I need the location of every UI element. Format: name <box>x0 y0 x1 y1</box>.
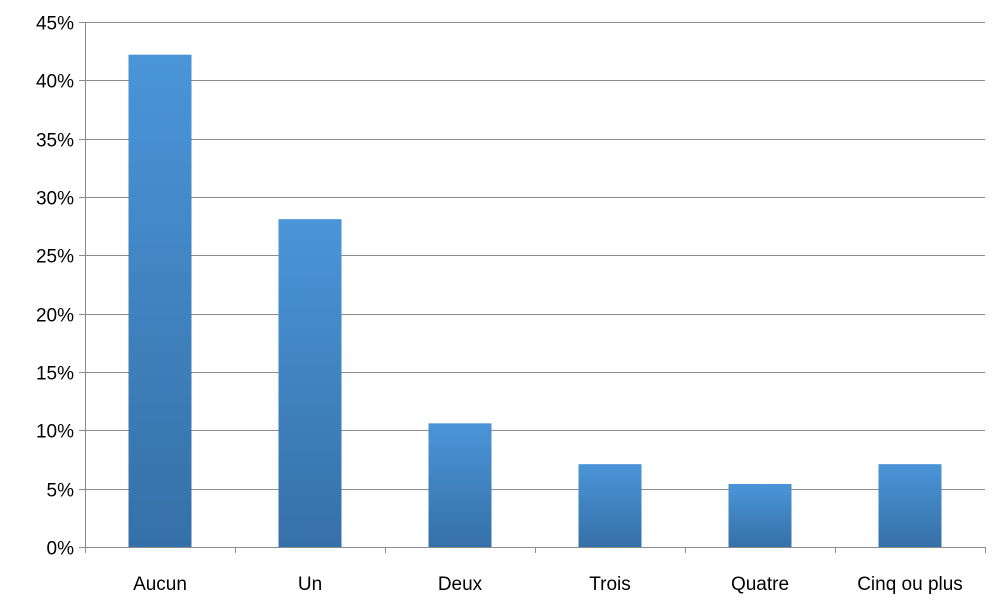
bar <box>128 54 192 548</box>
y-tick-label: 5% <box>47 481 75 502</box>
x-axis <box>85 547 986 553</box>
x-tick-label: Un <box>298 574 322 595</box>
bar <box>428 423 492 547</box>
bar <box>878 464 942 547</box>
y-tick-label: 35% <box>36 131 74 152</box>
x-tick-label: Quatre <box>731 574 789 595</box>
x-tick-label: Trois <box>589 574 631 595</box>
y-tick-label: 0% <box>47 539 75 560</box>
x-tick-label: Cinq ou plus <box>857 574 963 595</box>
x-tick-label: Aucun <box>133 574 187 595</box>
x-tick-label: Deux <box>438 574 483 595</box>
y-axis-tick-labels: 0% 5% 10% 15% 20% 25% 30% 35% 40% 45% <box>36 14 74 560</box>
y-tick-label: 10% <box>36 422 74 443</box>
y-tick-label: 15% <box>36 364 74 385</box>
y-tick-label: 20% <box>36 306 74 327</box>
y-tick-label: 25% <box>36 247 74 268</box>
x-axis-tick-labels: Aucun Un Deux Trois Quatre Cinq ou plus <box>133 574 963 595</box>
bars <box>128 54 942 548</box>
bar <box>578 464 642 547</box>
bar <box>728 484 792 547</box>
y-tick-label: 45% <box>36 14 74 35</box>
gridlines <box>79 22 985 548</box>
y-tick-label: 30% <box>36 189 74 210</box>
y-tick-label: 40% <box>36 72 74 93</box>
bar <box>278 219 342 547</box>
